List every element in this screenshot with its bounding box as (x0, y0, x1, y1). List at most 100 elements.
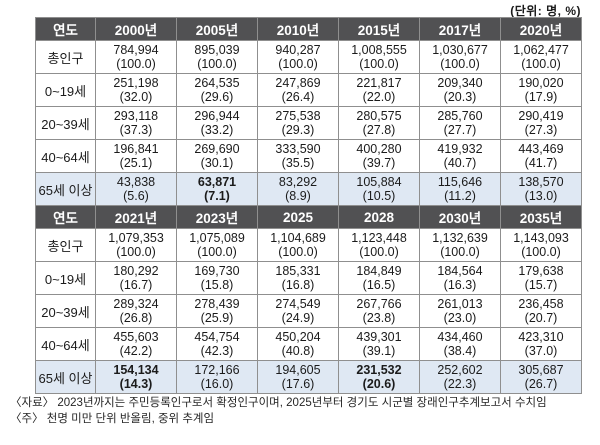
table-row: 20~39세 289,324 (26.8) 278,439 (25.9) 274,549(… (35, 294, 582, 328)
unit-label: (단위: 명, %) (510, 4, 581, 18)
population-cell: 115,646 (11.2) (419, 172, 501, 206)
year-header-label: 연도 (35, 17, 96, 41)
population-cell: 940,287 (100.0) (257, 40, 339, 74)
year-header-cell: 2028 (338, 205, 420, 229)
population-cell: 1,008,555 (100.0) (338, 40, 420, 74)
table-row: 0~19세 180,292 (16.7) 169,730 (15.8) 185,331 (1… (35, 261, 582, 295)
row-label: 40~64세 (35, 327, 96, 361)
table-row: 총인구 1,079,353 (100.0) 1,075,089 (100.0) 1,104… (35, 228, 582, 262)
population-cell: 296,944 (33.2) (176, 106, 258, 140)
population-cell: 275,538 (29.3) (257, 106, 339, 140)
population-cell: 439,301 (39.1) (338, 327, 420, 361)
year-header-cell: 2005년 (176, 17, 258, 41)
year-header-row: 연도 2000년 2005년 2010년 2015년 2017년 2020년 (35, 17, 582, 41)
table-row: 65세 이상 154,134 (14.3) 172,166 (16.0) 194,605(… (35, 360, 582, 394)
population-cell: 261,013 (23.0) (419, 294, 501, 328)
population-cell: 1,143,093 (100.0) (500, 228, 582, 262)
population-cell: 278,439 (25.9) (176, 294, 258, 328)
year-header-cell: 2021년 (95, 205, 177, 229)
population-cell: 185,331 (16.8) (257, 261, 339, 295)
year-header-cell: 2015년 (338, 17, 420, 41)
table-row: 총인구 784,994 (100.0) 895,039 (100.0) 940,287 (1… (35, 40, 582, 74)
footnote-source: 〈자료〉 2023년까지는 주민등록인구로서 확정인구이며, 2025년부터 경… (10, 397, 547, 409)
year-header-cell: 2010년 (257, 17, 339, 41)
population-cell: 138,570 (13.0) (500, 172, 582, 206)
population-cell: 209,340 (20.3) (419, 73, 501, 107)
row-label: 65세 이상 (35, 172, 96, 206)
population-cell: 443,469 (41.7) (500, 139, 582, 173)
population-cell: 784,994 (100.0) (95, 40, 177, 74)
table-row: 40~64세 196,841 (25.1) 269,690 (30.1) 333,590(… (35, 139, 582, 173)
population-cell: 450,204 (40.8) (257, 327, 339, 361)
population-cell: 179,638 (15.7) (500, 261, 582, 295)
population-cell: 290,419 (27.3) (500, 106, 582, 140)
population-cell: 190,020 (17.9) (500, 73, 582, 107)
population-cell: 400,280 (39.7) (338, 139, 420, 173)
year-header-row: 연도 2021년 2023년 2025 2028 2030년 2035년 (35, 205, 582, 229)
year-header-label: 연도 (35, 205, 96, 229)
population-cell: 221,817 (22.0) (338, 73, 420, 107)
population-cell: 196,841 (25.1) (95, 139, 177, 173)
row-label: 20~39세 (35, 106, 96, 140)
population-cell: 172,166 (16.0) (176, 360, 258, 394)
population-table: 연도 2000년 2005년 2010년 2015년 2017년 2020년 총인구 784,9… (35, 17, 582, 394)
population-cell: 293,118 (37.3) (95, 106, 177, 140)
population-cell: 267,766 (23.8) (338, 294, 420, 328)
year-header-cell: 2030년 (419, 205, 501, 229)
population-cell: 419,932 (40.7) (419, 139, 501, 173)
population-cell: 236,458 (20.7) (500, 294, 582, 328)
population-cell: 105,884 (10.5) (338, 172, 420, 206)
population-cell: 269,690 (30.1) (176, 139, 258, 173)
footnote-note: 〈주〉 천명 미만 단위 반올림, 중위 추계임 (10, 412, 215, 425)
row-label: 65세 이상 (35, 360, 96, 394)
year-header-cell: 2023년 (176, 205, 258, 229)
population-cell: 264,535 (29.6) (176, 73, 258, 107)
population-table-body: 연도 2000년 2005년 2010년 2015년 2017년 2020년 총인구 784,9… (35, 17, 582, 394)
row-label: 0~19세 (35, 73, 96, 107)
population-cell: 83,292 (8.9) (257, 172, 339, 206)
population-cell: 1,062,477 (100.0) (500, 40, 582, 74)
footnotes: 〈자료〉 2023년까지는 주민등록인구로서 확정인구이며, 2025년부터 경… (10, 396, 547, 427)
population-cell: 252,602 (22.3) (419, 360, 501, 394)
population-cell: 247,869 (26.4) (257, 73, 339, 107)
population-cell: 1,123,448 (100.0) (338, 228, 420, 262)
population-cell: 184,849 (16.5) (338, 261, 420, 295)
population-cell: 63,871 (7.1) (176, 172, 258, 206)
population-cell: 1,132,639 (100.0) (419, 228, 501, 262)
population-cell: 280,575 (27.8) (338, 106, 420, 140)
population-cell: 251,198 (32.0) (95, 73, 177, 107)
year-header-cell: 2020년 (500, 17, 582, 41)
population-cell: 154,134 (14.3) (95, 360, 177, 394)
population-cell: 1,079,353 (100.0) (95, 228, 177, 262)
population-cell: 231,532 (20.6) (338, 360, 420, 394)
population-cell: 289,324 (26.8) (95, 294, 177, 328)
table-row: 20~39세 293,118 (37.3) 296,944 (33.2) 275,538(… (35, 106, 582, 140)
population-cell: 1,075,089 (100.0) (176, 228, 258, 262)
population-cell: 285,760 (27.7) (419, 106, 501, 140)
population-cell: 895,039 (100.0) (176, 40, 258, 74)
population-cell: 454,754 (42.3) (176, 327, 258, 361)
population-cell: 1,104,689 (100.0) (257, 228, 339, 262)
population-cell: 169,730 (15.8) (176, 261, 258, 295)
row-label: 총인구 (35, 40, 96, 74)
row-label: 총인구 (35, 228, 96, 262)
year-header-cell: 2000년 (95, 17, 177, 41)
population-cell: 184,564 (16.3) (419, 261, 501, 295)
population-cell: 194,605 (17.6) (257, 360, 339, 394)
population-cell: 333,590 (35.5) (257, 139, 339, 173)
table-row: 65세 이상 43,838 (5.6) 63,871 (7.1) 83,292 (8.9) 1… (35, 172, 582, 206)
population-cell: 305,687 (26.7) (500, 360, 582, 394)
population-cell: 274,549 (24.9) (257, 294, 339, 328)
table-row: 40~64세 455,603 (42.2) 454,754 (42.3) 450,204(… (35, 327, 582, 361)
year-header-cell: 2035년 (500, 205, 582, 229)
population-cell: 180,292 (16.7) (95, 261, 177, 295)
population-cell: 434,460 (38.4) (419, 327, 501, 361)
row-label: 40~64세 (35, 139, 96, 173)
population-cell: 455,603 (42.2) (95, 327, 177, 361)
row-label: 0~19세 (35, 261, 96, 295)
row-label: 20~39세 (35, 294, 96, 328)
population-cell: 1,030,677 (100.0) (419, 40, 501, 74)
table-row: 0~19세 251,198 (32.0) 264,535 (29.6) 247,869 (2… (35, 73, 582, 107)
year-header-cell: 2017년 (419, 17, 501, 41)
year-header-cell: 2025 (257, 205, 339, 229)
